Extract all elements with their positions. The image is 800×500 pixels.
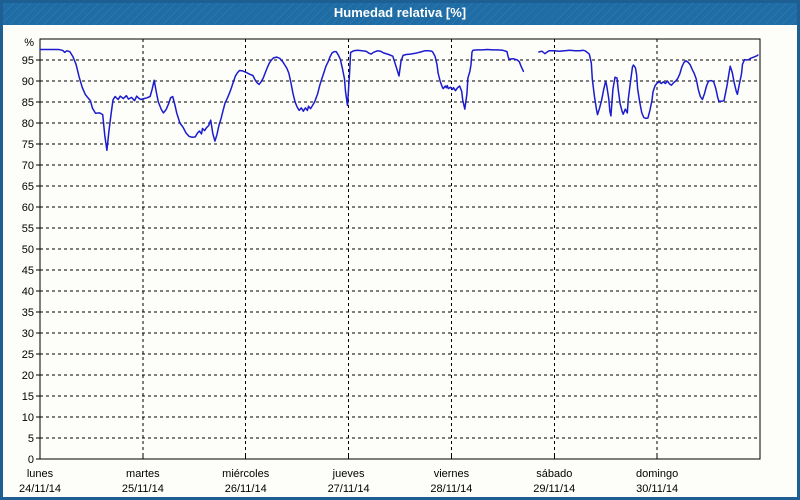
y-tick-label: 40 <box>22 286 34 298</box>
y-tick-label: 60 <box>22 202 34 214</box>
y-tick-label: 50 <box>22 244 34 256</box>
x-day-name-label: jueves <box>332 468 365 480</box>
y-tick-label: 35 <box>22 307 34 319</box>
y-tick-label: 70 <box>22 160 34 172</box>
y-tick-label: 5 <box>28 433 34 445</box>
x-day-name-label: martes <box>126 468 160 480</box>
y-tick-label: 80 <box>22 118 34 130</box>
humidity-line-segment <box>538 49 759 120</box>
x-day-name-label: lunes <box>27 468 54 480</box>
y-tick-label: 30 <box>22 328 34 340</box>
x-day-date-label: 26/11/14 <box>225 483 267 495</box>
x-day-date-label: 25/11/14 <box>122 483 164 495</box>
y-tick-label: 15 <box>22 391 34 403</box>
x-day-date-label: 24/11/14 <box>19 483 61 495</box>
y-tick-label: 90 <box>22 76 34 88</box>
x-day-date-label: 27/11/14 <box>328 483 370 495</box>
y-tick-label: 45 <box>22 265 34 277</box>
x-day-name-label: viernes <box>434 468 470 480</box>
humidity-line-segment <box>39 48 525 152</box>
x-day-name-label: miércoles <box>222 468 270 480</box>
y-tick-label: 10 <box>22 412 34 424</box>
x-day-name-label: sábado <box>536 468 572 480</box>
y-tick-label: 95 <box>22 55 34 67</box>
y-tick-label: 0 <box>28 454 34 466</box>
window-titlebar: Humedad relativa [%] <box>0 0 800 25</box>
y-tick-label: 25 <box>22 349 34 361</box>
x-day-name-label: domingo <box>636 468 678 480</box>
y-tick-label: 20 <box>22 370 34 382</box>
y-tick-label: 65 <box>22 181 34 193</box>
chart-title: Humedad relativa [%] <box>333 5 467 20</box>
x-day-date-label: 30/11/14 <box>636 483 678 495</box>
y-tick-label: 85 <box>22 97 34 109</box>
y-axis-unit-label: % <box>24 37 34 49</box>
x-day-date-label: 28/11/14 <box>430 483 472 495</box>
x-day-date-label: 29/11/14 <box>533 483 575 495</box>
y-tick-label: 55 <box>22 223 34 235</box>
y-tick-label: 75 <box>22 139 34 151</box>
